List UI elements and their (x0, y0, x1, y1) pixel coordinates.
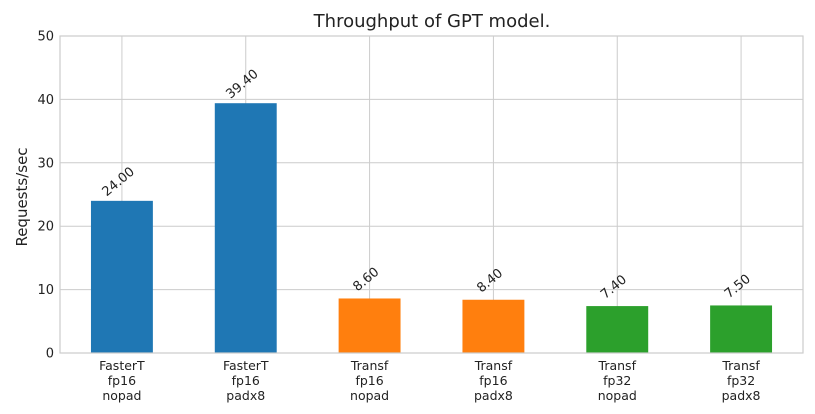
plot-frame (59, 35, 804, 354)
x-tick-label-line: fp16 (232, 373, 260, 388)
y-tick-label: 10 (37, 283, 54, 298)
x-tick-label-line: padx8 (474, 388, 513, 403)
x-tick-label-line: Transf (474, 358, 513, 373)
x-tick-label-line: padx8 (722, 388, 761, 403)
x-tick-label: Transf fp32 padx8 (721, 358, 760, 403)
data-labels: 24.00 39.40 8.60 8.40 7.40 7.50 (100, 67, 754, 303)
chart-title: Throughput of GPT model. (313, 11, 551, 32)
x-tick-label-line: fp16 (108, 373, 136, 388)
x-tick-label-line: nopad (350, 388, 389, 403)
data-label: 8.40 (474, 266, 506, 296)
x-tick-label-line: FasterT (99, 358, 145, 373)
data-label: 8.60 (350, 265, 382, 295)
y-tick-label: 30 (37, 156, 54, 171)
data-label: 39.40 (223, 67, 261, 102)
x-tick-label: Transf fp16 nopad (350, 358, 389, 403)
y-tick-label: 0 (46, 347, 54, 362)
bar (214, 103, 277, 353)
y-axis-label: Requests/sec (13, 147, 31, 246)
bars (90, 103, 773, 353)
bar (462, 299, 525, 353)
data-label: 24.00 (100, 164, 138, 199)
x-tick-label-line: Transf (598, 358, 637, 373)
bar (710, 305, 773, 353)
x-tick-label-line: nopad (598, 388, 637, 403)
bar (586, 306, 649, 353)
x-tick-label-line: padx8 (226, 388, 265, 403)
x-tick-label-line: FasterT (223, 358, 269, 373)
x-tick-label-line: fp32 (603, 373, 631, 388)
x-tick-label-line: nopad (102, 388, 141, 403)
y-tick-label: 50 (37, 30, 54, 45)
data-label: 7.40 (598, 272, 630, 302)
y-tick-label: 40 (37, 93, 54, 108)
x-tick-label-line: Transf (350, 358, 389, 373)
y-axis-ticks: 0 10 20 30 40 50 (37, 30, 54, 362)
x-tick-label: Transf fp32 nopad (598, 358, 637, 403)
x-tick-label: FasterT fp16 padx8 (223, 358, 269, 403)
bar (90, 200, 153, 353)
y-tick-label: 20 (37, 220, 54, 235)
x-tick-label: FasterT fp16 nopad (99, 358, 145, 403)
data-label: 7.50 (722, 272, 754, 302)
x-tick-label-line: Transf (721, 358, 760, 373)
x-tick-label: Transf fp16 padx8 (474, 358, 513, 403)
x-tick-label-line: fp32 (727, 373, 755, 388)
x-tick-label-line: fp16 (355, 373, 383, 388)
x-tick-label-line: fp16 (479, 373, 507, 388)
bar (338, 298, 401, 353)
grid-lines (60, 35, 803, 354)
